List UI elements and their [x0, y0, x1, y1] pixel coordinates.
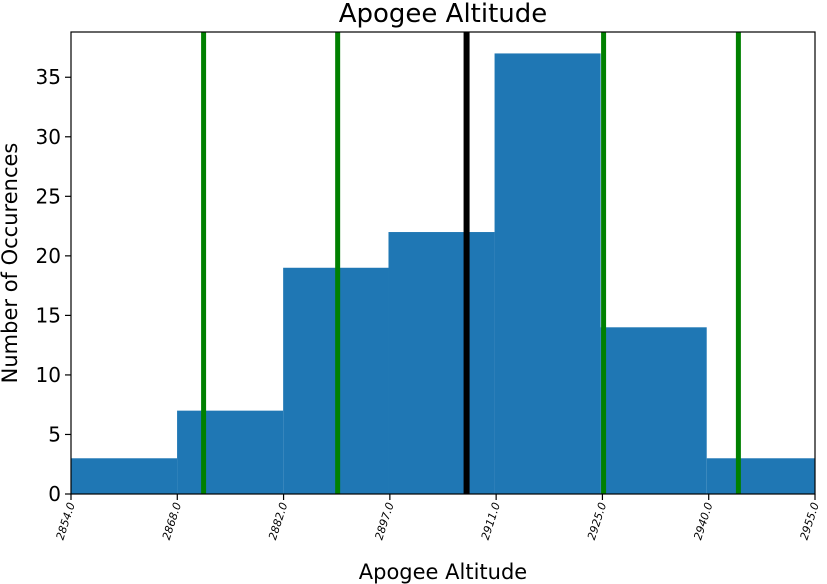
x-tick-label: 2882.0 — [266, 501, 290, 542]
y-tick-label: 15 — [36, 303, 61, 327]
histogram-bar — [177, 411, 283, 494]
x-tick-label: 2925.0 — [585, 501, 609, 542]
x-tick-label: 2940.0 — [691, 501, 715, 542]
x-tick-label: 2911.0 — [479, 501, 503, 542]
y-tick-label: 25 — [36, 184, 61, 208]
x-tick-label: 2955.0 — [798, 501, 822, 542]
y-tick-label: 5 — [48, 422, 61, 446]
histogram-bar — [495, 53, 601, 494]
x-axis-ticks: 2854.0 2868.0 2882.0 2897.0 2911.0 2925.0 2940… — [54, 494, 822, 542]
y-tick-label: 10 — [36, 363, 61, 387]
y-axis-ticks: 0 5 10 15 20 25 30 35 — [36, 65, 71, 506]
y-axis-label: Number of Occurences — [0, 143, 22, 384]
x-tick-label: 2897.0 — [372, 501, 396, 542]
y-tick-label: 35 — [36, 65, 61, 89]
y-tick-label: 30 — [36, 125, 61, 149]
histogram-bar — [71, 458, 177, 494]
chart-title: Apogee Altitude — [339, 0, 548, 29]
histogram-bar — [388, 232, 494, 494]
histogram-bar — [601, 327, 707, 494]
x-axis-label: Apogee Altitude — [359, 560, 527, 584]
bars-layer — [71, 53, 815, 494]
y-tick-label: 20 — [36, 244, 61, 268]
y-tick-label: 0 — [48, 482, 61, 506]
x-tick-label: 2854.0 — [54, 501, 78, 542]
x-tick-label: 2868.0 — [160, 501, 184, 542]
histogram-bar — [707, 458, 815, 494]
